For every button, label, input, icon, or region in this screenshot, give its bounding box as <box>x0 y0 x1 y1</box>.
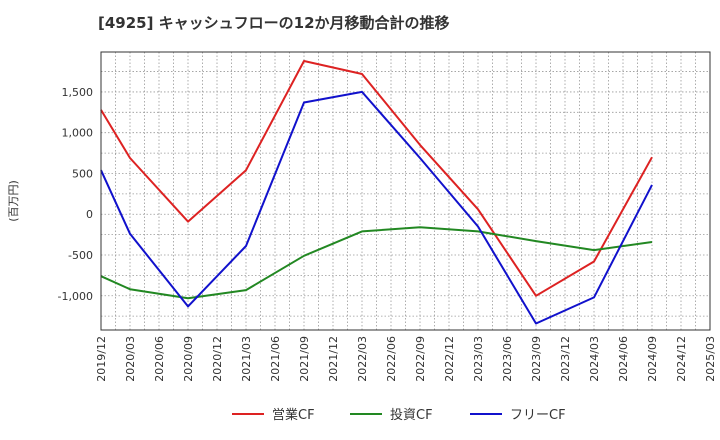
grid <box>101 52 710 330</box>
y-tick-label: 0 <box>86 208 93 221</box>
x-tick-label: 2023/03 <box>472 336 485 382</box>
series-lines <box>100 60 653 325</box>
series-line <box>100 90 653 325</box>
y-tick-label: 1,000 <box>62 127 94 140</box>
x-axis-ticks: 2019/12 2020/03 2020/06 2020/09 2020/12 2021/… <box>95 336 717 382</box>
x-tick-label: 2020/09 <box>182 336 195 382</box>
x-tick-label: 2024/03 <box>588 336 601 382</box>
x-tick-label: 2025/03 <box>704 336 717 382</box>
x-tick-label: 2022/12 <box>443 336 456 382</box>
x-tick-label: 2020/12 <box>211 336 224 382</box>
x-tick-label: 2023/06 <box>501 336 514 382</box>
y-axis-ticks: 1,500 1,000 500 0 -500 -1,000 <box>58 86 93 303</box>
y-tick-label: 1,500 <box>62 86 94 99</box>
x-tick-label: 2022/09 <box>414 336 427 382</box>
x-tick-label: 2022/03 <box>356 336 369 382</box>
legend-label: 営業CF <box>272 407 315 423</box>
series-line <box>100 226 653 300</box>
y-tick-label: 500 <box>72 167 93 180</box>
y-axis-title: (百万円) <box>7 180 20 222</box>
x-tick-label: 2024/09 <box>646 336 659 382</box>
x-tick-label: 2020/03 <box>124 336 137 382</box>
legend-label: フリーCF <box>510 408 566 423</box>
plot-frame <box>100 51 711 331</box>
x-tick-label: 2020/06 <box>153 336 166 382</box>
series-line <box>100 60 653 297</box>
plot-background <box>101 52 710 330</box>
legend: 営業CF 投資CF フリーCF <box>232 407 566 423</box>
legend-label: 投資CF <box>390 407 433 423</box>
x-tick-label: 2022/06 <box>385 336 398 382</box>
x-tick-label: 2021/09 <box>298 336 311 382</box>
chart-title: [4925] キャッシュフローの12か月移動合計の推移 <box>98 14 450 32</box>
x-tick-label: 2024/06 <box>617 336 630 382</box>
x-tick-label: 2024/12 <box>675 336 688 382</box>
x-tick-label: 2021/12 <box>327 336 340 382</box>
x-tick-label: 2021/03 <box>240 336 253 382</box>
x-tick-label: 2023/12 <box>559 336 572 382</box>
y-tick-label: -500 <box>68 249 93 262</box>
y-tick-label: -1,000 <box>58 290 93 303</box>
x-tick-label: 2019/12 <box>95 336 108 382</box>
x-tick-label: 2021/06 <box>269 336 282 382</box>
x-tick-label: 2023/09 <box>530 336 543 382</box>
